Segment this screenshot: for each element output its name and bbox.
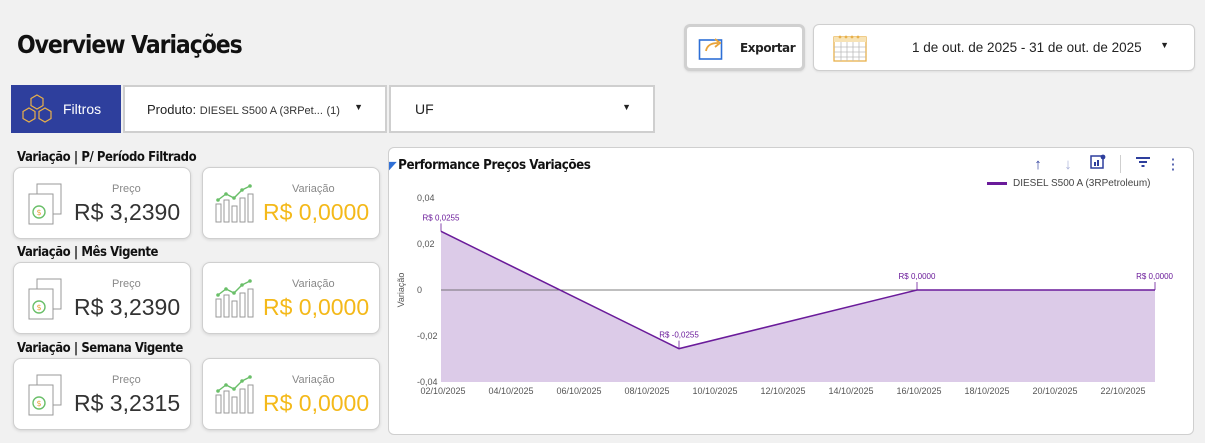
price-label: Preço: [112, 183, 141, 195]
variation-label: Variação: [292, 278, 335, 290]
y-tick-label: 0,04: [417, 193, 435, 203]
section-title: Variação | Semana Vigente: [17, 341, 183, 356]
chart-panel: ◤ Performance Preços Variações ↑ ↓ ⋮ DIES…: [388, 147, 1194, 435]
x-tick-label: 04/10/2025: [488, 386, 533, 396]
variation-card: Variação R$ 0,0000: [202, 167, 380, 239]
arrow-up-icon[interactable]: ↑: [1034, 155, 1042, 173]
x-tick-label: 10/10/2025: [692, 386, 737, 396]
price-label: Preço: [112, 278, 141, 290]
variation-value: R$ 0,0000: [263, 294, 370, 320]
export-button[interactable]: Exportar: [684, 24, 805, 71]
date-range-picker[interactable]: 1 de out. de 2025 - 31 de out. de 2025 ▼: [813, 24, 1195, 71]
chart-title: ◤ Performance Preços Variações: [389, 158, 591, 173]
chart-toolbar: ↑ ↓ ⋮: [1030, 154, 1181, 174]
date-range-text: 1 de out. de 2025 - 31 de out. de 2025: [912, 40, 1142, 55]
price-document-icon: $: [28, 183, 62, 225]
svg-text:$: $: [36, 399, 41, 408]
filter-icon[interactable]: [1135, 155, 1151, 173]
section-title: Variação | P/ Período Filtrado: [17, 150, 197, 165]
price-value: R$ 3,2315: [74, 390, 181, 416]
price-value: R$ 3,2390: [74, 294, 181, 320]
filters-label: Filtros: [63, 101, 102, 117]
x-tick-label: 12/10/2025: [760, 386, 805, 396]
variation-card: Variação R$ 0,0000: [202, 262, 380, 334]
produto-dropdown-text: Produto: DIESEL S500 A (3RPet... (1): [147, 101, 340, 117]
page-title: Overview Variações: [17, 30, 243, 59]
legend-swatch: [987, 182, 1007, 185]
toolbar-divider: [1120, 155, 1121, 173]
x-tick-label: 22/10/2025: [1100, 386, 1145, 396]
price-value: R$ 3,2390: [74, 199, 181, 225]
data-label: R$ -0,0255: [659, 331, 699, 340]
legend-series-name: DIESEL S500 A (3RPetroleum): [1013, 178, 1151, 189]
variation-value: R$ 0,0000: [263, 390, 370, 416]
x-tick-label: 20/10/2025: [1032, 386, 1077, 396]
x-tick-label: 02/10/2025: [420, 386, 465, 396]
variation-value: R$ 0,0000: [263, 199, 370, 225]
more-vert-icon[interactable]: ⋮: [1165, 156, 1181, 173]
bar-chart-icon: [215, 184, 254, 223]
x-tick-label: 16/10/2025: [896, 386, 941, 396]
section-title: Variação | Mês Vigente: [17, 245, 159, 260]
bar-chart-icon: [215, 279, 254, 318]
chart-settings-icon[interactable]: [1090, 154, 1106, 174]
price-label: Preço: [112, 374, 141, 386]
y-axis-label: Variação: [396, 273, 406, 308]
y-tick-label: 0: [417, 285, 422, 295]
series-area: [441, 231, 1155, 382]
x-tick-label: 14/10/2025: [828, 386, 873, 396]
data-label: R$ 0,0000: [1136, 272, 1173, 281]
drill-up-icon[interactable]: ◤: [389, 159, 397, 172]
y-tick-label: -0,04: [417, 377, 438, 387]
data-label: R$ 0,0000: [899, 272, 936, 281]
chevron-down-icon: ▼: [622, 102, 631, 112]
bar-chart-icon: [215, 375, 254, 414]
x-tick-label: 06/10/2025: [556, 386, 601, 396]
svg-text:$: $: [36, 303, 41, 312]
price-card: $ Preço R$ 3,2315: [13, 358, 191, 430]
export-icon: [698, 37, 723, 60]
uf-dropdown-label: UF: [415, 101, 434, 117]
chevron-down-icon: ▼: [354, 102, 363, 112]
filters-button[interactable]: Filtros: [11, 85, 121, 133]
chevron-down-icon: ▼: [1160, 40, 1169, 50]
uf-dropdown[interactable]: UF ▼: [389, 85, 655, 133]
network-icon: [22, 94, 52, 123]
export-label: Exportar: [740, 40, 796, 55]
data-label: R$ 0,0255: [423, 213, 460, 222]
arrow-down-icon[interactable]: ↓: [1064, 155, 1072, 173]
series-line: [440, 230, 1155, 350]
y-tick-label: 0,02: [417, 239, 435, 249]
price-document-icon: $: [28, 278, 62, 320]
price-card: $ Preço R$ 3,2390: [13, 262, 191, 334]
variation-label: Variação: [292, 374, 335, 386]
variation-chart: 0,04 0,02 0 -0,02 -0,04 Variação 02/10/2025 04/…: [396, 193, 1174, 396]
variation-label: Variação: [292, 183, 335, 195]
calendar-icon: [833, 35, 867, 62]
produto-dropdown[interactable]: Produto: DIESEL S500 A (3RPet... (1) ▼: [123, 85, 387, 133]
price-card: $ Preço R$ 3,2390: [13, 167, 191, 239]
chart-legend: DIESEL S500 A (3RPetroleum): [987, 178, 1150, 189]
x-tick-label: 08/10/2025: [624, 386, 669, 396]
x-tick-label: 18/10/2025: [964, 386, 1009, 396]
variation-card: Variação R$ 0,0000: [202, 358, 380, 430]
price-document-icon: $: [28, 374, 62, 416]
svg-text:$: $: [36, 208, 41, 217]
y-tick-label: -0,02: [417, 331, 438, 341]
